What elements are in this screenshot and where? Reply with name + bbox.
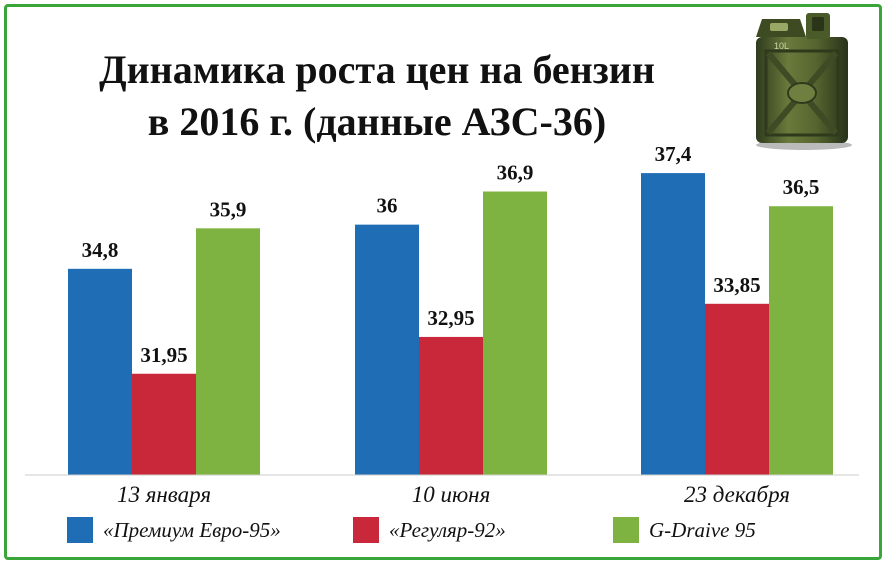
bar-3-3 [769,206,833,475]
data-label-2-3: 33,85 [713,273,760,297]
legend-label-2: «Регуляр-92» [389,518,506,542]
legend-label-3: G-Draive 95 [649,518,756,542]
chart-title-line1: Динамика роста цен на бензин [99,47,655,92]
legend-swatch-3 [613,517,639,543]
data-label-2-1: 31,95 [140,343,187,367]
bar-2-2 [419,336,483,475]
bar-chart: 34,8 31,95 35,9 13 января 36 32,95 36,9 10 июня… [25,142,859,543]
bar-1-1 [68,268,132,475]
legend-label-1: «Премиум Евро-95» [103,518,281,542]
bar-1-3 [641,173,705,475]
category-label-3: 23 декабря [684,482,790,507]
data-label-1-2: 36 [377,194,398,218]
svg-text:10L: 10L [774,41,789,51]
data-label-3-2: 36,9 [497,161,534,185]
chart-title-line2: в 2016 г. (данные АЗС-36) [147,99,607,144]
legend-swatch-1 [67,517,93,543]
category-label-2: 10 июня [412,482,491,507]
canister-icon: 10L [756,13,852,150]
chart-frame: 34,8 31,95 35,9 13 января 36 32,95 36,9 10 июня… [4,4,882,560]
bar-3-1 [196,228,260,475]
data-label-3-1: 35,9 [210,197,247,221]
bar-1-2 [355,224,419,475]
legend-swatch-2 [353,517,379,543]
bar-2-1 [132,373,196,475]
data-label-1-3: 37,4 [655,142,692,166]
category-label-1: 13 января [117,482,211,507]
bar-2-3 [705,303,769,475]
bar-3-2 [483,191,547,475]
data-label-1-1: 34,8 [82,238,119,262]
data-label-2-2: 32,95 [427,306,474,330]
data-label-3-3: 36,5 [783,175,820,199]
